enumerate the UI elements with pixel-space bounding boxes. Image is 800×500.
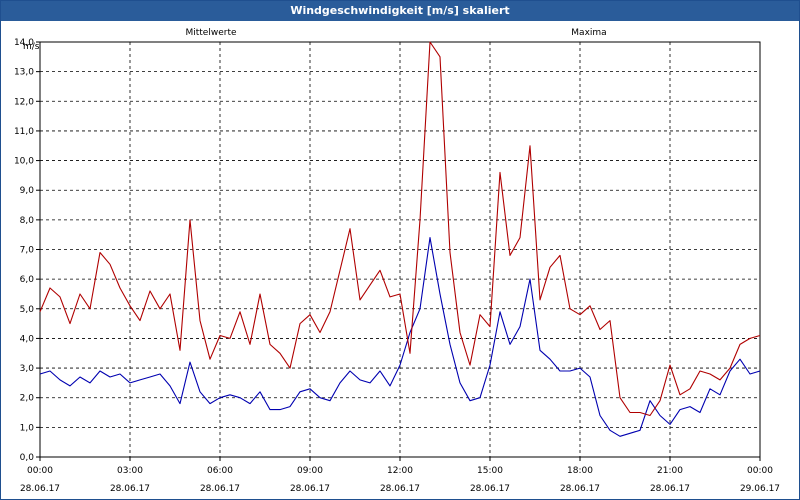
y-tick-label: 11,0 <box>14 127 34 137</box>
y-tick-label: 1,0 <box>20 423 35 433</box>
legend-mittelwerte: Mittelwerte <box>185 28 236 38</box>
x-tick-time-label: 03:00 <box>117 466 143 476</box>
x-tick-date-label: 29.06.17 <box>740 484 780 494</box>
x-tick-time-label: 18:00 <box>567 466 593 476</box>
y-tick-label: 12,0 <box>14 97 34 107</box>
y-axis: 0,0 1,0 2,0 3,0 4,0 5,0 6,0 7,0 8,0 9,0 10,0 11,0 12… <box>14 38 40 463</box>
y-tick-label: 2,0 <box>20 394 35 404</box>
x-tick-date-label: 28.06.17 <box>110 484 150 494</box>
y-tick-label: 13,0 <box>14 68 34 78</box>
x-axis: 00:00 28.06.17 03:00 28.06.17 06:00 28.06.17 0… <box>20 457 780 494</box>
x-tick-time-label: 09:00 <box>297 466 323 476</box>
window-title: Windgeschwindigkeit [m/s] skaliert <box>1 1 799 21</box>
y-tick-label: 14,0 <box>14 38 34 48</box>
x-tick-time-label: 00:00 <box>747 466 773 476</box>
x-tick-date-label: 28.06.17 <box>380 484 420 494</box>
x-tick-time-label: 06:00 <box>207 466 233 476</box>
y-tick-label: 0,0 <box>20 453 35 463</box>
y-tick-label: 7,0 <box>20 246 35 256</box>
y-tick-label: 10,0 <box>14 157 34 167</box>
grid-lines <box>40 41 760 457</box>
x-tick-date-label: 28.06.17 <box>560 484 600 494</box>
x-tick-date-label: 28.06.17 <box>650 484 690 494</box>
wind-speed-chart: 0,0 1,0 2,0 3,0 4,0 5,0 6,0 7,0 8,0 9,0 10,0 11,0 12… <box>14 28 780 494</box>
y-tick-label: 8,0 <box>20 216 35 226</box>
x-tick-time-label: 15:00 <box>477 466 503 476</box>
y-tick-label: 5,0 <box>20 305 35 315</box>
x-tick-date-label: 28.06.17 <box>200 484 240 494</box>
x-tick-time-label: 21:00 <box>657 466 683 476</box>
y-tick-label: 3,0 <box>20 364 35 374</box>
x-tick-date-label: 28.06.17 <box>290 484 330 494</box>
y-axis-label: m/s <box>23 42 40 52</box>
x-tick-date-label: 28.06.17 <box>20 484 60 494</box>
legend-maxima: Maxima <box>571 28 606 38</box>
series-maxima <box>39 41 761 417</box>
series-mittelwerte <box>39 237 761 437</box>
x-tick-time-label: 00:00 <box>27 466 53 476</box>
series-line-maxima <box>39 41 761 417</box>
x-tick-time-label: 12:00 <box>387 466 413 476</box>
series-line-mittelwerte <box>39 237 761 437</box>
y-tick-label: 6,0 <box>20 275 35 285</box>
y-tick-label: 4,0 <box>20 334 35 344</box>
x-tick-date-label: 28.06.17 <box>470 484 510 494</box>
y-tick-label: 9,0 <box>20 186 35 196</box>
